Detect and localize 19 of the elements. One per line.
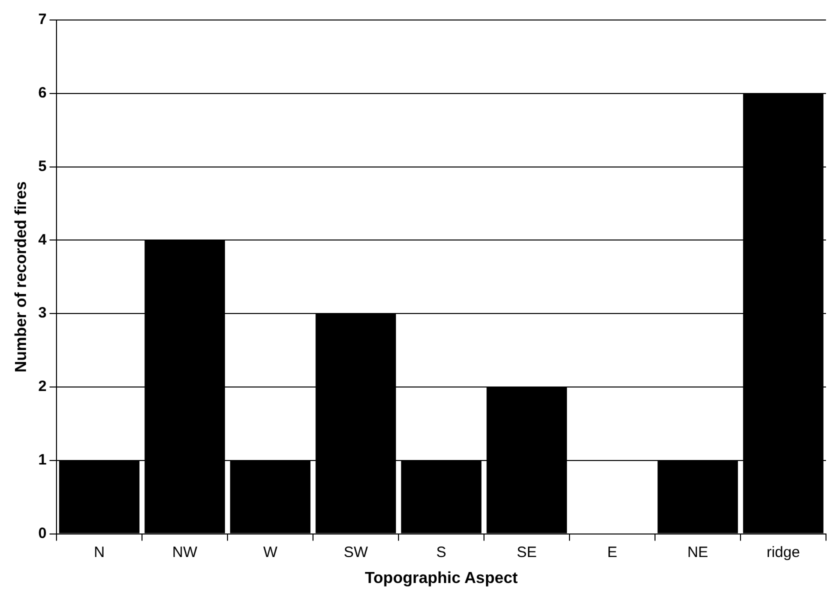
y-axis-title: Number of recorded fires <box>13 181 30 372</box>
y-tick-label: 5 <box>38 158 47 175</box>
y-tick-label: 6 <box>38 84 47 102</box>
y-tick-label: 4 <box>38 231 48 248</box>
x-tick-label: NE <box>687 544 708 561</box>
x-tick-label: NW <box>172 544 198 561</box>
x-axis-title: Topographic Aspect <box>364 570 518 587</box>
y-tick-label: 2 <box>38 378 47 396</box>
x-tick-label: S <box>436 544 446 561</box>
x-tick-label: ridge <box>766 544 800 561</box>
y-tick-label: 1 <box>38 452 47 469</box>
x-tick-label: W <box>263 544 278 561</box>
x-tick-label: N <box>94 544 105 561</box>
x-tick-label: E <box>607 544 618 561</box>
x-tick-label: SW <box>344 544 369 561</box>
x-tick-label: SE <box>516 544 537 561</box>
y-tick-label: 3 <box>38 304 47 322</box>
y-tick-label: 7 <box>38 11 47 28</box>
y-tick-label: 0 <box>38 524 47 542</box>
